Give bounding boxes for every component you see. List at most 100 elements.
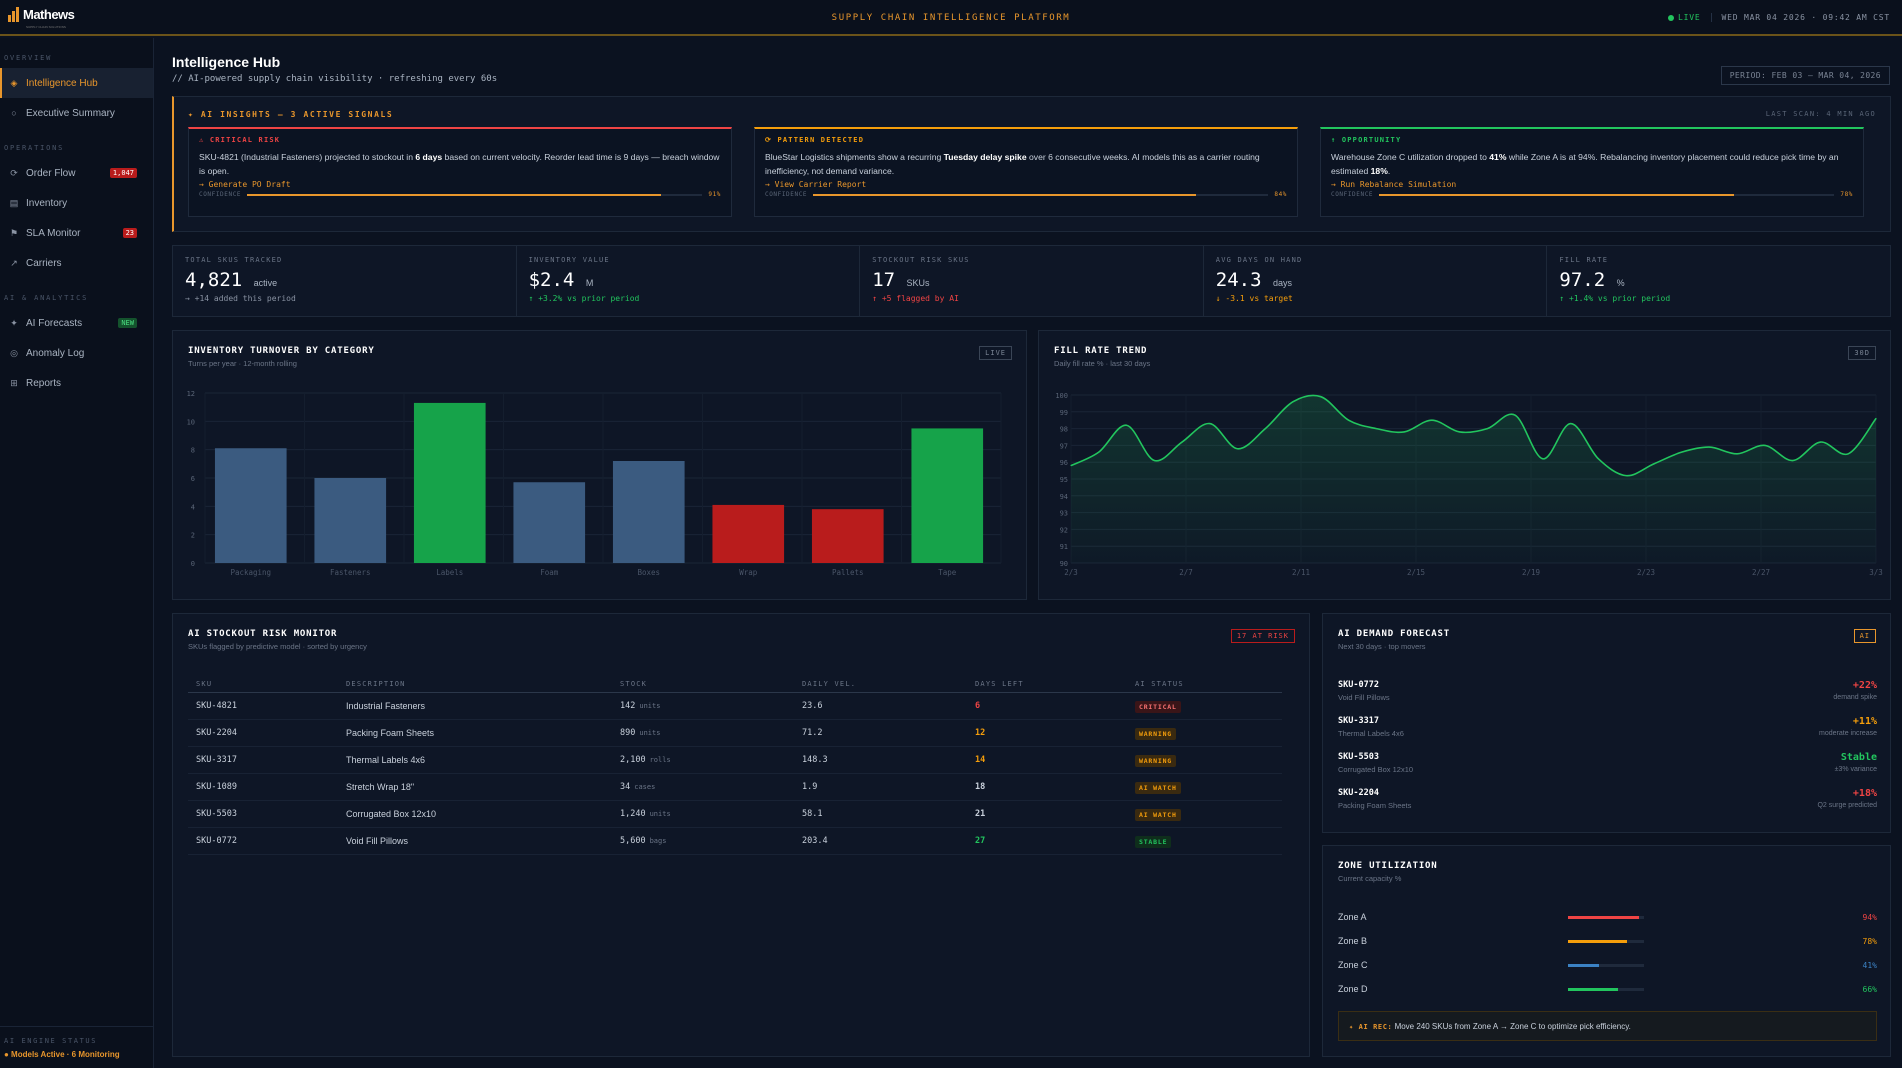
fill-rate-point xyxy=(1570,422,1572,425)
live-indicator: LIVE xyxy=(1668,13,1700,22)
insight-text-highlight: 41% xyxy=(1489,152,1507,162)
kpi-delta: ↑ +1.4% vs prior period xyxy=(1559,294,1671,303)
fill-rate-point xyxy=(1514,414,1516,416)
insight-action-link[interactable]: → View Carrier Report xyxy=(765,180,867,189)
kpi-delta: ↓ -3.1 vs target xyxy=(1215,294,1293,303)
zone-bar-fill xyxy=(1568,915,1640,919)
sidebar-item-executive-summary[interactable]: ○ Executive Summary xyxy=(0,98,153,128)
sidebar-item-anomaly-log[interactable]: ◎ Anomaly Log xyxy=(0,338,153,368)
sidebar-item-label: SLA Monitor xyxy=(26,227,81,239)
forecast-sku: SKU-3317 xyxy=(1338,716,1379,726)
confidence-meter: CONFIDENCE 84% xyxy=(765,191,1287,198)
zone-row: Zone B 78% xyxy=(1338,934,1877,948)
bar-fasteners[interactable] xyxy=(314,478,387,563)
table-row[interactable]: SKU-5503 Corrugated Box 12x10 1,240 units 58… xyxy=(188,800,1282,828)
fill-rate-subtitle: Daily fill rate % · last 30 days xyxy=(1054,359,1151,368)
column-header[interactable]: DESCRIPTION xyxy=(338,676,612,693)
sidebar-item-sla-monitor[interactable]: ⚑ SLA Monitor 23 xyxy=(0,218,153,248)
bar-foam[interactable] xyxy=(513,482,586,563)
forecast-description: Thermal Labels 4x6 xyxy=(1338,729,1404,738)
ai-recommendation[interactable]: ✦ AI REC: Move 240 SKUs from Zone A → Zo… xyxy=(1338,1011,1877,1041)
y-tick-label: 2 xyxy=(191,532,195,540)
zone-row: Zone C 41% xyxy=(1338,958,1877,972)
fill-rate-point xyxy=(1625,475,1627,477)
confidence-fill xyxy=(813,193,1196,196)
fill-rate-line-chart: 90 91 92 93 94 95 96 97 98 99 100 2/3 2/7 2/11 2/15 2/1… xyxy=(1055,392,1883,577)
sidebar-item-carriers[interactable]: ↗ Carriers xyxy=(0,248,153,278)
forecast-item[interactable]: SKU-5503 Corrugated Box 12x10 Stable ±3% va… xyxy=(1338,752,1877,788)
kpi-value: 17 xyxy=(872,269,896,291)
fill-rate-point xyxy=(1292,401,1294,403)
days-left-cell: 14 xyxy=(967,746,1127,774)
kpi-value-row: 4,821 active xyxy=(185,269,504,291)
bar-labels[interactable] xyxy=(413,402,486,563)
sidebar-item-order-flow[interactable]: ⟳ Order Flow 1,047 xyxy=(0,158,153,188)
insights-title: ✦ AI INSIGHTS — 3 ACTIVE SIGNALS xyxy=(188,110,394,119)
table-row[interactable]: SKU-3317 Thermal Labels 4x6 2,100 rolls 148.… xyxy=(188,746,1282,774)
velocity-cell: 1.9 xyxy=(794,773,967,801)
kpi-value: 24.3 xyxy=(1215,269,1262,291)
kpi-strip: TOTAL SKUS TRACKED 4,821 active → +14 adde… xyxy=(172,245,1891,317)
forecast-item[interactable]: SKU-3317 Thermal Labels 4x6 +11% moderate i… xyxy=(1338,716,1877,752)
fill-rate-point xyxy=(1542,458,1544,460)
insight-card: ↑ OPPORTUNITY Warehouse Zone C utilizatio… xyxy=(1320,127,1864,217)
column-header[interactable]: DAILY VEL. xyxy=(794,676,967,693)
sidebar-item-reports[interactable]: ⊞ Reports xyxy=(0,368,153,398)
fill-rate-point xyxy=(1181,441,1183,443)
sidebar-item-label: Inventory xyxy=(26,197,68,209)
forecast-item[interactable]: SKU-2204 Packing Foam Sheets +18% Q2 surge … xyxy=(1338,788,1877,824)
range-tag[interactable]: 30D xyxy=(1848,346,1876,360)
sidebar-item-ai-forecasts[interactable]: ✦ AI Forecasts NEW xyxy=(0,308,153,338)
rec-text: Move 240 SKUs from Zone A → Zone C to op… xyxy=(1392,1022,1631,1031)
sidebar-item-inventory[interactable]: ▤ Inventory xyxy=(0,188,153,218)
column-header[interactable]: SKU xyxy=(188,676,338,693)
bar-packaging[interactable] xyxy=(214,448,287,563)
bar-wrap[interactable] xyxy=(712,504,785,563)
column-header[interactable]: STOCK xyxy=(612,676,794,693)
x-tick-label: Tape xyxy=(938,568,957,577)
table-icon: ⊞ xyxy=(10,377,18,388)
column-header[interactable]: AI STATUS xyxy=(1127,676,1282,693)
bar-pallets[interactable] xyxy=(811,509,884,563)
velocity-cell: 23.6 xyxy=(794,692,967,720)
sidebar-badge: 23 xyxy=(122,228,137,238)
sidebar-item-intelligence-hub[interactable]: ◈ Intelligence Hub xyxy=(0,68,153,98)
bar-tape[interactable] xyxy=(911,428,984,563)
y-tick-label: 10 xyxy=(187,418,195,426)
bar-boxes[interactable] xyxy=(612,461,685,563)
stock-value: 5,600 xyxy=(620,835,646,846)
insight-action-link[interactable]: → Generate PO Draft xyxy=(199,180,291,189)
zone-row: Zone A 94% xyxy=(1338,910,1877,924)
period-selector[interactable]: PERIOD: FEB 03 — MAR 04, 2026 xyxy=(1720,66,1890,85)
x-tick-label: 3/3 xyxy=(1869,568,1883,577)
insight-card: ⟳ PATTERN DETECTED BlueStar Logistics shi… xyxy=(754,127,1298,217)
description-cell: Stretch Wrap 18" xyxy=(338,773,612,801)
insight-label: ⟳ PATTERN DETECTED xyxy=(765,136,865,144)
zone-name: Zone B xyxy=(1338,936,1368,946)
brand-logo[interactable]: Mathews SUPPLY CHAIN SOLUTIONS xyxy=(8,6,75,29)
insight-text-part: BlueStar Logistics shipments show a recu… xyxy=(765,152,944,162)
forecast-change: Stable xyxy=(1840,752,1877,763)
table-row[interactable]: SKU-2204 Packing Foam Sheets 890 units 71.2 1… xyxy=(188,719,1282,747)
y-tick-label: 94 xyxy=(1060,493,1068,501)
table-row[interactable]: SKU-1089 Stretch Wrap 18" 34 cases 1.9 18 AI W… xyxy=(188,773,1282,801)
fill-rate-area xyxy=(1071,395,1876,563)
zone-bar-fill xyxy=(1568,963,1600,967)
table-row[interactable]: SKU-0772 Void Fill Pillows 5,600 bags 203.4 2… xyxy=(188,827,1282,855)
table-row[interactable]: SKU-4821 Industrial Fasteners 142 units 23.6… xyxy=(188,692,1282,720)
fill-rate-point xyxy=(1708,446,1711,448)
insight-text-highlight: Tuesday delay spike xyxy=(943,152,1027,162)
forecast-item[interactable]: SKU-0772 Void Fill Pillows +22% demand spik… xyxy=(1338,680,1877,716)
stockout-risk-panel: AI STOCKOUT RISK MONITOR SKUs flagged by… xyxy=(172,613,1310,1057)
insight-action-link[interactable]: → Run Rebalance Simulation xyxy=(1331,180,1457,189)
zone-percent: 78% xyxy=(1862,936,1877,946)
status-badge: STABLE xyxy=(1135,835,1172,848)
stock-value: 2,100 xyxy=(620,754,646,765)
logo-bars-icon xyxy=(8,6,19,22)
confidence-track xyxy=(813,193,1269,196)
zone-utilization-panel: ZONE UTILIZATION Current capacity % Zone… xyxy=(1322,845,1891,1057)
fill-rate-point xyxy=(1459,431,1461,433)
datetime: WED MAR 04 2026 · 09:42 AM CST xyxy=(1710,13,1891,22)
fill-rate-point xyxy=(1125,424,1128,426)
column-header[interactable]: DAYS LEFT xyxy=(967,676,1127,693)
